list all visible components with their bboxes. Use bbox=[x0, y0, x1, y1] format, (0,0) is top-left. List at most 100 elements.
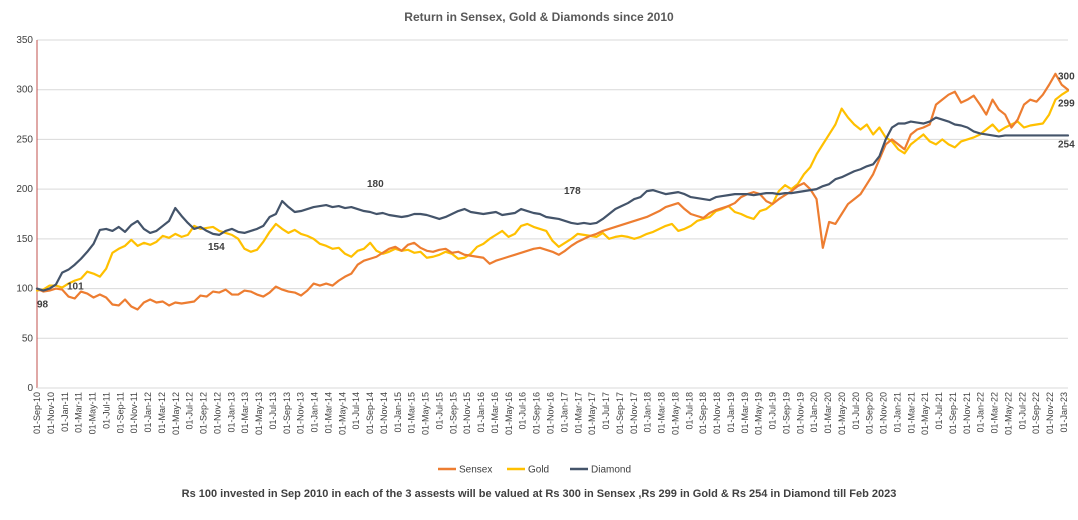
x-tick-label: 01-Sep-20 bbox=[865, 392, 875, 434]
legend-label-gold: Gold bbox=[528, 465, 549, 476]
x-tick-label: 01-Mar-16 bbox=[490, 392, 500, 434]
x-tick-label: 01-Nov-10 bbox=[46, 392, 56, 434]
legend: Sensex Gold Diamond bbox=[438, 465, 631, 476]
series-line-diamond bbox=[35, 116, 1070, 292]
x-tick-label: 01-Jul-19 bbox=[768, 392, 778, 430]
x-axis: 01-Sep-10 01-Nov-10 01-Jan-11 01-Mar-11 01-M… bbox=[32, 392, 1069, 435]
x-tick-label: 01-Mar-11 bbox=[74, 392, 84, 433]
x-tick-label: 01-Jan-17 bbox=[559, 392, 569, 433]
x-tick-label: 01-Nov-18 bbox=[712, 392, 722, 434]
x-tick-label: 01-Jan-16 bbox=[476, 392, 486, 433]
x-tick-label: 01-Jan-11 bbox=[60, 392, 70, 432]
x-tick-label: 01-Jan-15 bbox=[393, 392, 403, 433]
x-tick-label: 01-May-14 bbox=[337, 392, 347, 435]
y-tick-label: 100 bbox=[16, 284, 33, 295]
x-tick-label: 01-May-22 bbox=[1003, 392, 1013, 435]
x-tick-label: 01-Mar-12 bbox=[157, 392, 167, 434]
x-tick-label: 01-Nov-21 bbox=[962, 392, 972, 434]
x-tick-label: 01-Nov-12 bbox=[212, 392, 222, 434]
y-tick-label: 50 bbox=[22, 333, 34, 344]
x-tick-label: 01-Mar-15 bbox=[407, 392, 417, 434]
series-line-gold bbox=[35, 89, 1070, 292]
x-tick-label: 01-Jul-18 bbox=[684, 392, 694, 430]
x-tick-label: 01-Jul-22 bbox=[1017, 392, 1027, 430]
x-tick-label: 01-Sep-18 bbox=[698, 392, 708, 434]
series-lines bbox=[35, 72, 1070, 311]
x-tick-label: 01-Jan-22 bbox=[976, 392, 986, 433]
x-tick-label: 01-Mar-14 bbox=[323, 392, 333, 434]
x-tick-label: 01-Sep-12 bbox=[199, 392, 209, 434]
x-tick-label: 01-Mar-13 bbox=[240, 392, 250, 434]
x-tick-label: 01-Sep-17 bbox=[615, 392, 625, 434]
x-tick-label: 01-Jan-13 bbox=[226, 392, 236, 433]
x-tick-label: 01-Jul-11 bbox=[101, 392, 111, 429]
end-label-diamond: 254 bbox=[1058, 139, 1075, 150]
x-tick-label: 01-Nov-15 bbox=[462, 392, 472, 434]
x-tick-label: 01-Sep-21 bbox=[948, 392, 958, 434]
y-tick-label: 250 bbox=[16, 134, 33, 145]
legend-label-sensex: Sensex bbox=[459, 465, 492, 476]
x-tick-label: 01-May-12 bbox=[171, 392, 181, 435]
x-tick-label: 01-Jul-15 bbox=[434, 392, 444, 430]
x-tick-label: 01-May-13 bbox=[254, 392, 264, 435]
y-axis: 0 50 100 150 200 250 300 350 bbox=[16, 35, 1068, 394]
x-tick-label: 01-Mar-22 bbox=[990, 392, 1000, 434]
x-tick-label: 01-May-21 bbox=[920, 392, 930, 435]
x-tick-label: 01-May-19 bbox=[754, 392, 764, 435]
x-tick-label: 01-Nov-19 bbox=[795, 392, 805, 434]
x-tick-label: 01-Mar-20 bbox=[823, 392, 833, 434]
x-tick-label: 01-Mar-19 bbox=[740, 392, 750, 434]
x-tick-label: 01-May-18 bbox=[670, 392, 680, 435]
y-tick-label: 300 bbox=[16, 85, 33, 96]
x-tick-label: 01-Jan-23 bbox=[1059, 392, 1069, 433]
series-line-sensex bbox=[35, 72, 1070, 311]
x-tick-label: 01-Nov-20 bbox=[879, 392, 889, 434]
x-tick-label: 01-May-16 bbox=[504, 392, 514, 435]
x-tick-label: 01-Jul-12 bbox=[185, 392, 195, 430]
x-tick-label: 01-Nov-11 bbox=[129, 392, 139, 433]
x-tick-label: 01-Jan-14 bbox=[310, 392, 320, 433]
x-tick-label: 01-Sep-11 bbox=[115, 392, 125, 433]
x-tick-label: 01-Sep-15 bbox=[448, 392, 458, 434]
x-tick-label: 01-Jul-16 bbox=[518, 392, 528, 430]
x-tick-label: 01-Jul-20 bbox=[851, 392, 861, 430]
annotations: 300 299 254 98 101 154 180 178 bbox=[37, 72, 1075, 311]
x-tick-label: 01-Jan-21 bbox=[892, 392, 902, 433]
y-tick-label: 150 bbox=[16, 234, 33, 245]
x-tick-label: 01-Jan-20 bbox=[809, 392, 819, 433]
chart-title: Return in Sensex, Gold & Diamonds since … bbox=[404, 10, 674, 24]
x-tick-label: 01-Sep-22 bbox=[1031, 392, 1041, 434]
x-tick-label: 01-Jul-14 bbox=[351, 392, 361, 430]
x-tick-label: 01-Mar-18 bbox=[657, 392, 667, 434]
x-tick-label: 01-Mar-17 bbox=[573, 392, 583, 434]
y-tick-label: 200 bbox=[16, 184, 33, 195]
x-tick-label: 01-May-17 bbox=[587, 392, 597, 435]
footnote: Rs 100 invested in Sep 2010 in each of t… bbox=[182, 488, 897, 500]
value-annotation: 178 bbox=[564, 186, 581, 197]
y-tick-label: 350 bbox=[16, 35, 33, 46]
x-tick-label: 01-Nov-16 bbox=[546, 392, 556, 434]
value-annotation: 154 bbox=[208, 242, 225, 253]
x-tick-label: 01-Jul-13 bbox=[268, 392, 278, 430]
x-tick-label: 01-Sep-16 bbox=[532, 392, 542, 434]
x-tick-label: 01-Nov-13 bbox=[296, 392, 306, 434]
x-tick-label: 01-Sep-14 bbox=[365, 392, 375, 434]
value-annotation: 180 bbox=[367, 179, 384, 190]
x-tick-label: 01-May-11 bbox=[88, 392, 98, 434]
x-tick-label: 01-Nov-17 bbox=[629, 392, 639, 434]
x-tick-label: 01-Sep-10 bbox=[32, 392, 42, 434]
end-label-gold: 299 bbox=[1058, 99, 1075, 110]
x-tick-label: 01-Sep-13 bbox=[282, 392, 292, 434]
x-tick-label: 01-Jan-12 bbox=[143, 392, 153, 433]
x-tick-label: 01-Nov-14 bbox=[379, 392, 389, 434]
end-label-sensex: 300 bbox=[1058, 72, 1075, 83]
x-tick-label: 01-Jan-19 bbox=[726, 392, 736, 433]
x-tick-label: 01-May-15 bbox=[421, 392, 431, 435]
x-tick-label: 01-Jul-17 bbox=[601, 392, 611, 430]
x-tick-label: 01-Sep-19 bbox=[781, 392, 791, 434]
x-tick-label: 01-Mar-21 bbox=[906, 392, 916, 434]
value-annotation: 98 bbox=[37, 300, 49, 311]
x-tick-label: 01-Nov-22 bbox=[1045, 392, 1055, 434]
legend-label-diamond: Diamond bbox=[591, 465, 631, 476]
